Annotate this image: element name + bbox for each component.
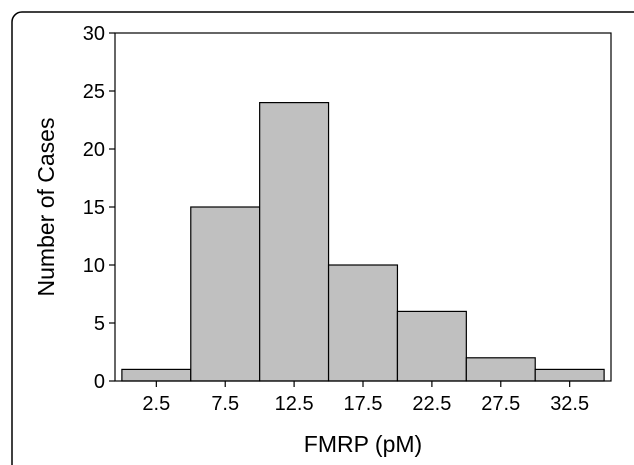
- y-tick-label-15: 15: [83, 197, 105, 219]
- y-tick-label-20: 20: [83, 139, 105, 161]
- x-tick-label-17.5: 17.5: [344, 393, 383, 415]
- y-tick-label-25: 25: [83, 81, 105, 103]
- y-tick-label-10: 10: [83, 255, 105, 277]
- bar-12.5: [259, 101, 330, 382]
- x-tick-label-7.5: 7.5: [211, 393, 239, 415]
- x-tick-label-32.5: 32.5: [550, 393, 589, 415]
- x-axis: 2.5 7.5 12.5 17.5 22.5 27.5 32.5: [142, 381, 589, 415]
- bar-7.5: [190, 206, 261, 382]
- bar-22.5: [396, 310, 467, 382]
- x-tick-label-22.5: 22.5: [412, 393, 451, 415]
- bar-2.5: [121, 368, 192, 382]
- y-tick-label-30: 30: [83, 23, 105, 45]
- x-tick-label-12.5: 12.5: [275, 393, 314, 415]
- y-tick-label-5: 5: [94, 313, 105, 335]
- bar-27.5: [465, 357, 536, 382]
- y-tick-label-0: 0: [94, 371, 105, 393]
- y-axis-title: Number of Cases: [33, 118, 59, 297]
- x-tick-label-2.5: 2.5: [142, 393, 170, 415]
- x-axis-title: FMRP (pM): [304, 431, 422, 457]
- bar-17.5: [327, 264, 399, 382]
- bar-32.5: [534, 368, 605, 382]
- y-axis: 0 5 10 15 20 25 30: [83, 23, 115, 393]
- bars-group: [121, 101, 605, 382]
- figure-border: [11, 11, 634, 465]
- x-tick-label-27.5: 27.5: [481, 393, 520, 415]
